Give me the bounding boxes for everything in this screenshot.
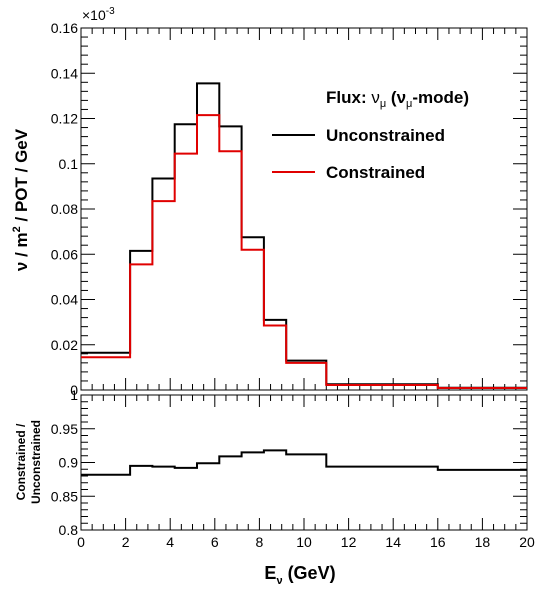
x-tick-label: 14 — [385, 534, 401, 550]
flux-legend: Flux: νμ (νμ-mode) Unconstrained Constra… — [272, 88, 469, 182]
ratio-x-ticks — [80, 395, 528, 530]
x-tick-label: 18 — [475, 534, 491, 550]
ratio-x-tick-labels: 0 2 4 6 8 10 12 14 16 18 20 — [77, 534, 535, 550]
flux-y-tick-labels: 0 0.02 0.04 0.06 0.08 0.1 0.12 0.14 0.16 — [51, 20, 78, 398]
x-tick-label: 8 — [256, 534, 264, 550]
flux-panel: 0 0.02 0.04 0.06 0.08 0.1 0.12 0.14 0.16 ×10-3 ν… — [11, 6, 528, 398]
ratio-panel: 0.8 0.85 0.9 0.95 1 0 2 4 6 8 10 12 14 16 18 20 Constr… — [14, 387, 535, 587]
ratio-y-tick-label: 0.95 — [51, 421, 78, 437]
flux-y-tick-label: 0.1 — [59, 156, 79, 172]
ratio-y-tick-label: 0.85 — [51, 488, 78, 504]
x-tick-label: 2 — [122, 534, 130, 550]
flux-y-axis-title: ν / m2 / POT / GeV — [11, 128, 31, 271]
flux-y-tick-label: 0 — [70, 382, 78, 398]
ratio-y-axis-title-line1: Constrained / — [14, 423, 28, 500]
ratio-y-tick-labels: 0.8 0.85 0.9 0.95 1 — [51, 387, 78, 538]
ratio-y-tick-label: 0.9 — [59, 455, 79, 471]
x-tick-label: 12 — [341, 534, 357, 550]
flux-y-tick-label: 0.04 — [51, 292, 78, 308]
x-tick-label: 6 — [211, 534, 219, 550]
legend-unconstrained-label: Unconstrained — [326, 126, 445, 145]
x-tick-label: 4 — [166, 534, 174, 550]
flux-y-tick-label: 0.14 — [51, 65, 78, 81]
x-tick-label: 16 — [430, 534, 446, 550]
ratio-series-group — [81, 449, 527, 476]
ratio-series-constrained-unconstrained-line — [81, 449, 527, 476]
flux-y-tick-label: 0.08 — [51, 201, 78, 217]
flux-series-constrained-line — [81, 114, 527, 389]
ratio-plot-frame — [80, 394, 528, 531]
x-tick-label: 20 — [519, 534, 535, 550]
flux-y-tick-label: 0.06 — [51, 246, 78, 262]
flux-series-group — [81, 82, 527, 389]
flux-y-ticks — [81, 27, 527, 391]
legend-title: Flux: νμ (νμ-mode) — [326, 88, 469, 110]
x-axis-title: Eν (GeV) — [264, 563, 335, 587]
ratio-y-tick-label: 0.8 — [59, 522, 79, 538]
x-tick-label: 0 — [77, 534, 85, 550]
legend-constrained-label: Constrained — [326, 163, 425, 182]
flux-plot-frame — [80, 27, 528, 391]
ratio-y-tick-label: 1 — [70, 387, 78, 403]
flux-y-tick-label: 0.12 — [51, 111, 78, 127]
x-tick-label: 10 — [296, 534, 312, 550]
ratio-y-axis-title-line2: Unconstrained — [29, 420, 43, 504]
flux-y-tick-label: 0.16 — [51, 20, 78, 36]
flux-y-scale-factor: ×10-3 — [82, 6, 115, 23]
flux-y-tick-label: 0.02 — [51, 337, 78, 353]
